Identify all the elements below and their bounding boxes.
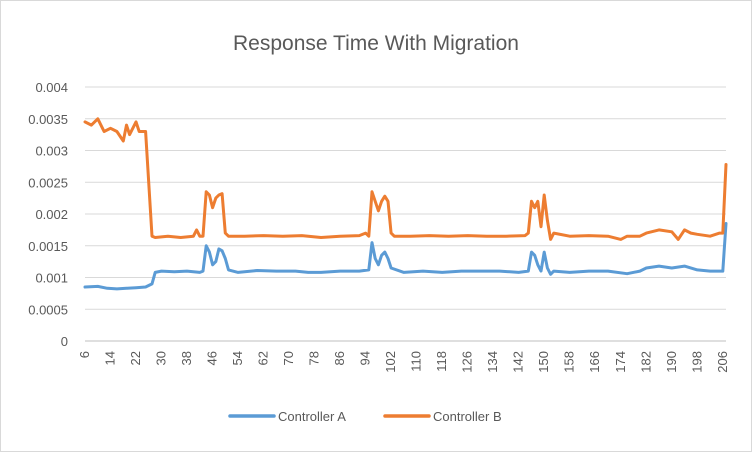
y-tick-label: 0.003 bbox=[35, 144, 68, 159]
x-tick-label: 126 bbox=[460, 351, 475, 373]
y-axis-ticks: 0 0.0005 0.001 0.0015 0.002 0.0025 0.003 0.0035… bbox=[28, 80, 68, 349]
x-tick-label: 86 bbox=[332, 351, 347, 365]
x-tick-label: 150 bbox=[536, 351, 551, 373]
y-tick-label: 0.0025 bbox=[28, 175, 68, 190]
x-tick-label: 78 bbox=[307, 351, 322, 365]
y-tick-label: 0.0015 bbox=[28, 239, 68, 254]
y-tick-label: 0.004 bbox=[35, 80, 68, 95]
x-tick-label: 198 bbox=[689, 351, 704, 373]
x-tick-label: 94 bbox=[358, 351, 373, 365]
x-tick-label: 30 bbox=[154, 351, 169, 365]
x-tick-label: 158 bbox=[562, 351, 577, 373]
y-tick-label: 0.0005 bbox=[28, 302, 68, 317]
series-line-controller-b bbox=[83, 117, 728, 241]
gridlines bbox=[85, 86, 726, 342]
x-tick-label: 166 bbox=[587, 351, 602, 373]
legend-label: Controller A bbox=[278, 409, 346, 424]
x-tick-label: 182 bbox=[638, 351, 653, 373]
x-tick-label: 102 bbox=[383, 351, 398, 373]
x-tick-label: 134 bbox=[485, 351, 500, 373]
y-tick-label: 0 bbox=[61, 334, 68, 349]
x-tick-label: 206 bbox=[715, 351, 730, 373]
x-tick-label: 6 bbox=[77, 351, 92, 358]
legend-label: Controller B bbox=[433, 409, 502, 424]
x-tick-label: 38 bbox=[179, 351, 194, 365]
chart-title: Response Time With Migration bbox=[233, 32, 519, 55]
y-tick-label: 0.001 bbox=[35, 271, 68, 286]
x-tick-label: 142 bbox=[511, 351, 526, 373]
x-axis-ticks: 6 14 22 30 38 46 54 62 70 78 86 94 102 110 118 126 134 14… bbox=[77, 351, 730, 373]
y-tick-label: 0.002 bbox=[35, 207, 68, 222]
x-tick-label: 118 bbox=[434, 351, 449, 372]
x-tick-label: 190 bbox=[664, 351, 679, 373]
series-line-controller-a bbox=[83, 222, 728, 291]
x-tick-label: 54 bbox=[230, 351, 245, 365]
x-tick-label: 62 bbox=[256, 351, 271, 365]
x-tick-label: 110 bbox=[409, 351, 424, 372]
x-tick-label: 174 bbox=[613, 351, 628, 373]
y-tick-label: 0.0035 bbox=[28, 112, 68, 127]
x-tick-label: 22 bbox=[128, 351, 143, 365]
legend: Controller A Controller B bbox=[228, 409, 502, 424]
series-lines bbox=[83, 117, 728, 291]
x-tick-label: 46 bbox=[205, 351, 220, 365]
x-tick-label: 70 bbox=[281, 351, 296, 365]
x-tick-label: 14 bbox=[103, 351, 118, 365]
